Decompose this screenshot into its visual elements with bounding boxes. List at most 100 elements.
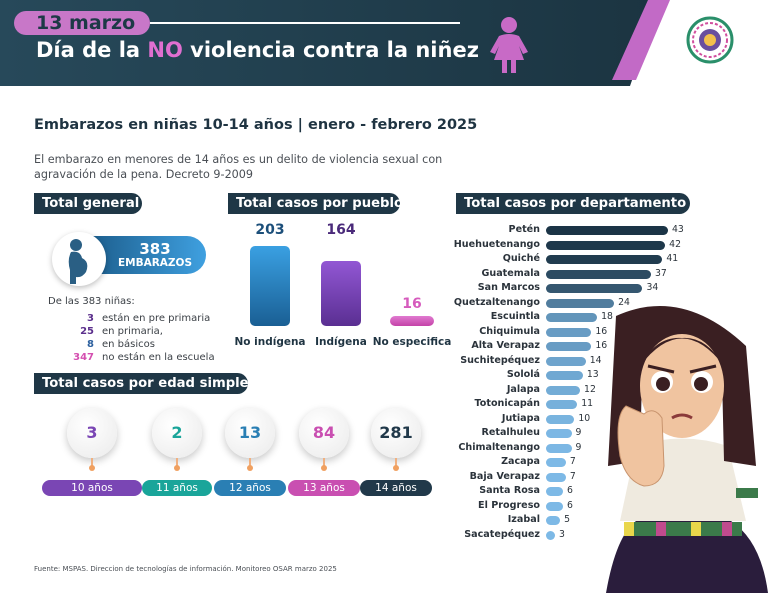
pueblo-value: 203	[255, 222, 285, 238]
dep-bar	[546, 458, 566, 467]
dep-value: 41	[666, 253, 679, 264]
dep-bar	[546, 371, 583, 380]
age-dot	[321, 465, 327, 471]
subtitle-text: El embarazo en menores de 14 años es un …	[34, 153, 443, 181]
age-dot	[174, 465, 180, 471]
breakdown-row: 347 no están en la escuela	[48, 352, 215, 364]
dep-value: 3	[559, 528, 565, 540]
dep-label: Izabal	[507, 514, 540, 525]
date-badge: 13 marzo	[14, 11, 150, 35]
dep-bar	[546, 429, 572, 438]
section-title-pueblo: Total casos por pueblo	[228, 193, 403, 214]
dep-bar	[546, 400, 578, 409]
breakdown-count: 8	[87, 339, 94, 350]
dep-value: 24	[618, 296, 630, 308]
pueblo-value: 164	[326, 222, 356, 238]
dep-label: Santa Rosa	[479, 485, 540, 496]
age-stem	[249, 458, 251, 468]
dep-value: 37	[654, 267, 667, 279]
dep-value: 43	[672, 224, 684, 235]
dep-bar	[546, 284, 643, 293]
age-label: 13 años	[288, 480, 360, 496]
age-circle: 281	[371, 408, 421, 458]
dep-label: Petén	[508, 224, 540, 235]
dep-value: 9	[575, 441, 582, 453]
dep-label: Escuintla	[490, 311, 540, 322]
age-dot	[247, 465, 253, 471]
age-circle: 2	[152, 408, 202, 458]
dep-bar	[546, 516, 561, 525]
pueblo-value: 16	[402, 296, 422, 312]
dep-label: Chimaltenango	[458, 441, 540, 453]
dep-bar	[546, 327, 592, 337]
age-dot	[89, 465, 95, 471]
dep-value: 14	[589, 354, 602, 366]
dep-value: 5	[564, 514, 571, 525]
dep-bar	[546, 313, 598, 322]
dep-bar	[546, 240, 666, 250]
dep-label: Retalhuleu	[481, 427, 540, 438]
total-description: De las 383 niñas:	[48, 296, 135, 307]
section-title-edad: Total casos por edad simple	[34, 373, 249, 394]
dep-label: Guatemala	[481, 267, 540, 279]
dep-bar	[546, 472, 566, 482]
age-circle: 3	[67, 408, 117, 458]
dep-bar	[546, 356, 586, 366]
dep-value: 34	[646, 282, 659, 293]
age-circle: 13	[225, 408, 275, 458]
dep-bar	[546, 530, 555, 540]
dep-bar	[546, 342, 592, 351]
dep-label: Chiquimula	[479, 325, 540, 337]
dep-bar	[546, 501, 564, 511]
dep-bar	[546, 385, 581, 395]
age-stem	[176, 458, 178, 468]
breakdown-count: 25	[80, 326, 94, 337]
dep-label: Alta Verapaz	[471, 340, 540, 351]
dep-bar	[546, 487, 564, 496]
dep-bar	[546, 226, 668, 235]
girl-stop-illustration	[606, 306, 768, 593]
dep-bar	[546, 255, 663, 264]
pregnant-icon	[68, 239, 88, 284]
dep-bar	[546, 443, 572, 453]
age-stem	[91, 458, 93, 468]
dep-label: Suchitepéquez	[460, 354, 540, 366]
age-label: 10 años	[42, 480, 142, 496]
dep-value: 42	[669, 238, 681, 250]
dep-value: 7	[569, 456, 576, 467]
total-bar	[88, 236, 206, 274]
header-background	[0, 0, 670, 86]
dep-value: 6	[567, 499, 573, 511]
header-divider	[150, 22, 460, 24]
dep-value: 16	[595, 340, 608, 351]
section-title-total-general: Total general	[34, 193, 142, 214]
age-stem	[323, 458, 325, 468]
dep-label: Totonicapán	[474, 398, 541, 409]
dep-label: Sololá	[506, 369, 540, 380]
pueblo-label: No especifica	[372, 336, 452, 348]
pregnant-icon-bubble	[52, 232, 106, 286]
page-title: Día de la NO violencia contra la niñez	[36, 38, 479, 62]
dep-value: 16	[595, 325, 608, 337]
section-title-departamento: Total casos por departamento	[456, 193, 690, 214]
chart-title: Embarazos en niñas 10-14 años | enero - …	[34, 117, 478, 133]
dep-value: 7	[569, 470, 576, 482]
dep-bar	[546, 298, 615, 308]
breakdown-text: no están en la escuela	[102, 352, 215, 363]
age-stem	[395, 458, 397, 468]
pueblo-label: Indígena	[315, 336, 367, 348]
age-circle: 84	[299, 408, 349, 458]
dep-value: 18	[601, 311, 613, 322]
source-note: Fuente: MSPAS. Direccion de tecnologías …	[34, 565, 337, 573]
dep-label: Quiché	[502, 253, 540, 264]
dep-value: 6	[567, 485, 573, 496]
age-label: 14 años	[360, 480, 432, 496]
breakdown-count: 347	[73, 352, 94, 363]
breakdown-row: 8 en básicos	[48, 339, 155, 351]
total-value: 383	[139, 240, 171, 258]
dep-value: 10	[578, 412, 591, 424]
dep-label: Quetzaltenango	[453, 296, 540, 308]
pueblo-bar	[321, 261, 361, 326]
dep-value: 12	[584, 383, 596, 395]
pueblo-bar	[390, 316, 434, 326]
